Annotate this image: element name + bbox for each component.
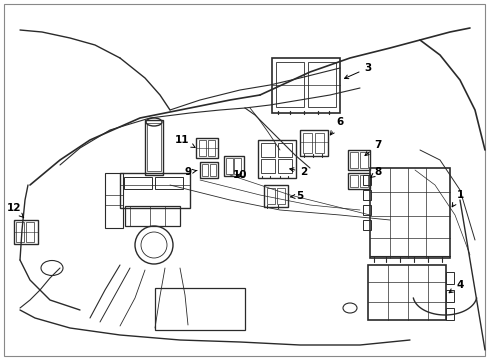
Bar [155,288,244,330]
Text: 5: 5 [290,191,303,201]
Bar [261,159,274,173]
Bar [258,140,295,178]
Bar [362,190,370,200]
Bar [224,156,244,176]
Bar [299,130,327,156]
Bar [362,205,370,215]
Text: 4: 4 [448,280,463,293]
Bar [445,290,453,302]
Bar [125,206,180,226]
Bar [264,185,287,207]
Bar [445,308,453,320]
Bar [234,158,241,174]
Bar [367,265,445,320]
Bar [14,220,38,244]
Bar [276,188,285,204]
Bar [105,173,123,228]
Bar [278,159,291,173]
Bar [362,220,370,230]
Bar [207,140,215,156]
Bar [145,120,163,175]
Bar [199,140,205,156]
Bar [347,173,369,189]
Bar [349,175,357,187]
Bar [445,272,453,284]
Bar [369,168,449,258]
Text: 12: 12 [7,203,24,218]
Bar [275,62,304,107]
Text: 8: 8 [370,167,381,177]
Bar [266,188,274,204]
Text: 3: 3 [344,63,371,78]
Bar [225,158,232,174]
Text: 10: 10 [232,170,247,180]
Bar [278,143,291,157]
Bar [26,222,34,242]
Bar [314,133,324,153]
Text: 7: 7 [364,140,381,156]
Text: 11: 11 [174,135,195,148]
Bar [359,152,367,168]
Bar [347,150,369,170]
Bar [124,177,152,189]
Bar [359,175,367,187]
Bar [120,173,190,208]
Bar [200,162,218,178]
Bar [307,62,335,107]
Bar [202,164,207,176]
Text: 1: 1 [451,190,463,207]
Bar [271,58,339,113]
Bar [155,177,183,189]
Bar [196,138,218,158]
Text: 2: 2 [289,167,307,177]
Bar [209,164,216,176]
Text: 6: 6 [330,117,343,135]
Bar [261,143,274,157]
Bar [362,175,370,185]
Bar [303,133,311,153]
Bar [16,222,24,242]
Text: 9: 9 [184,167,197,177]
Bar [147,123,161,171]
Bar [349,152,357,168]
